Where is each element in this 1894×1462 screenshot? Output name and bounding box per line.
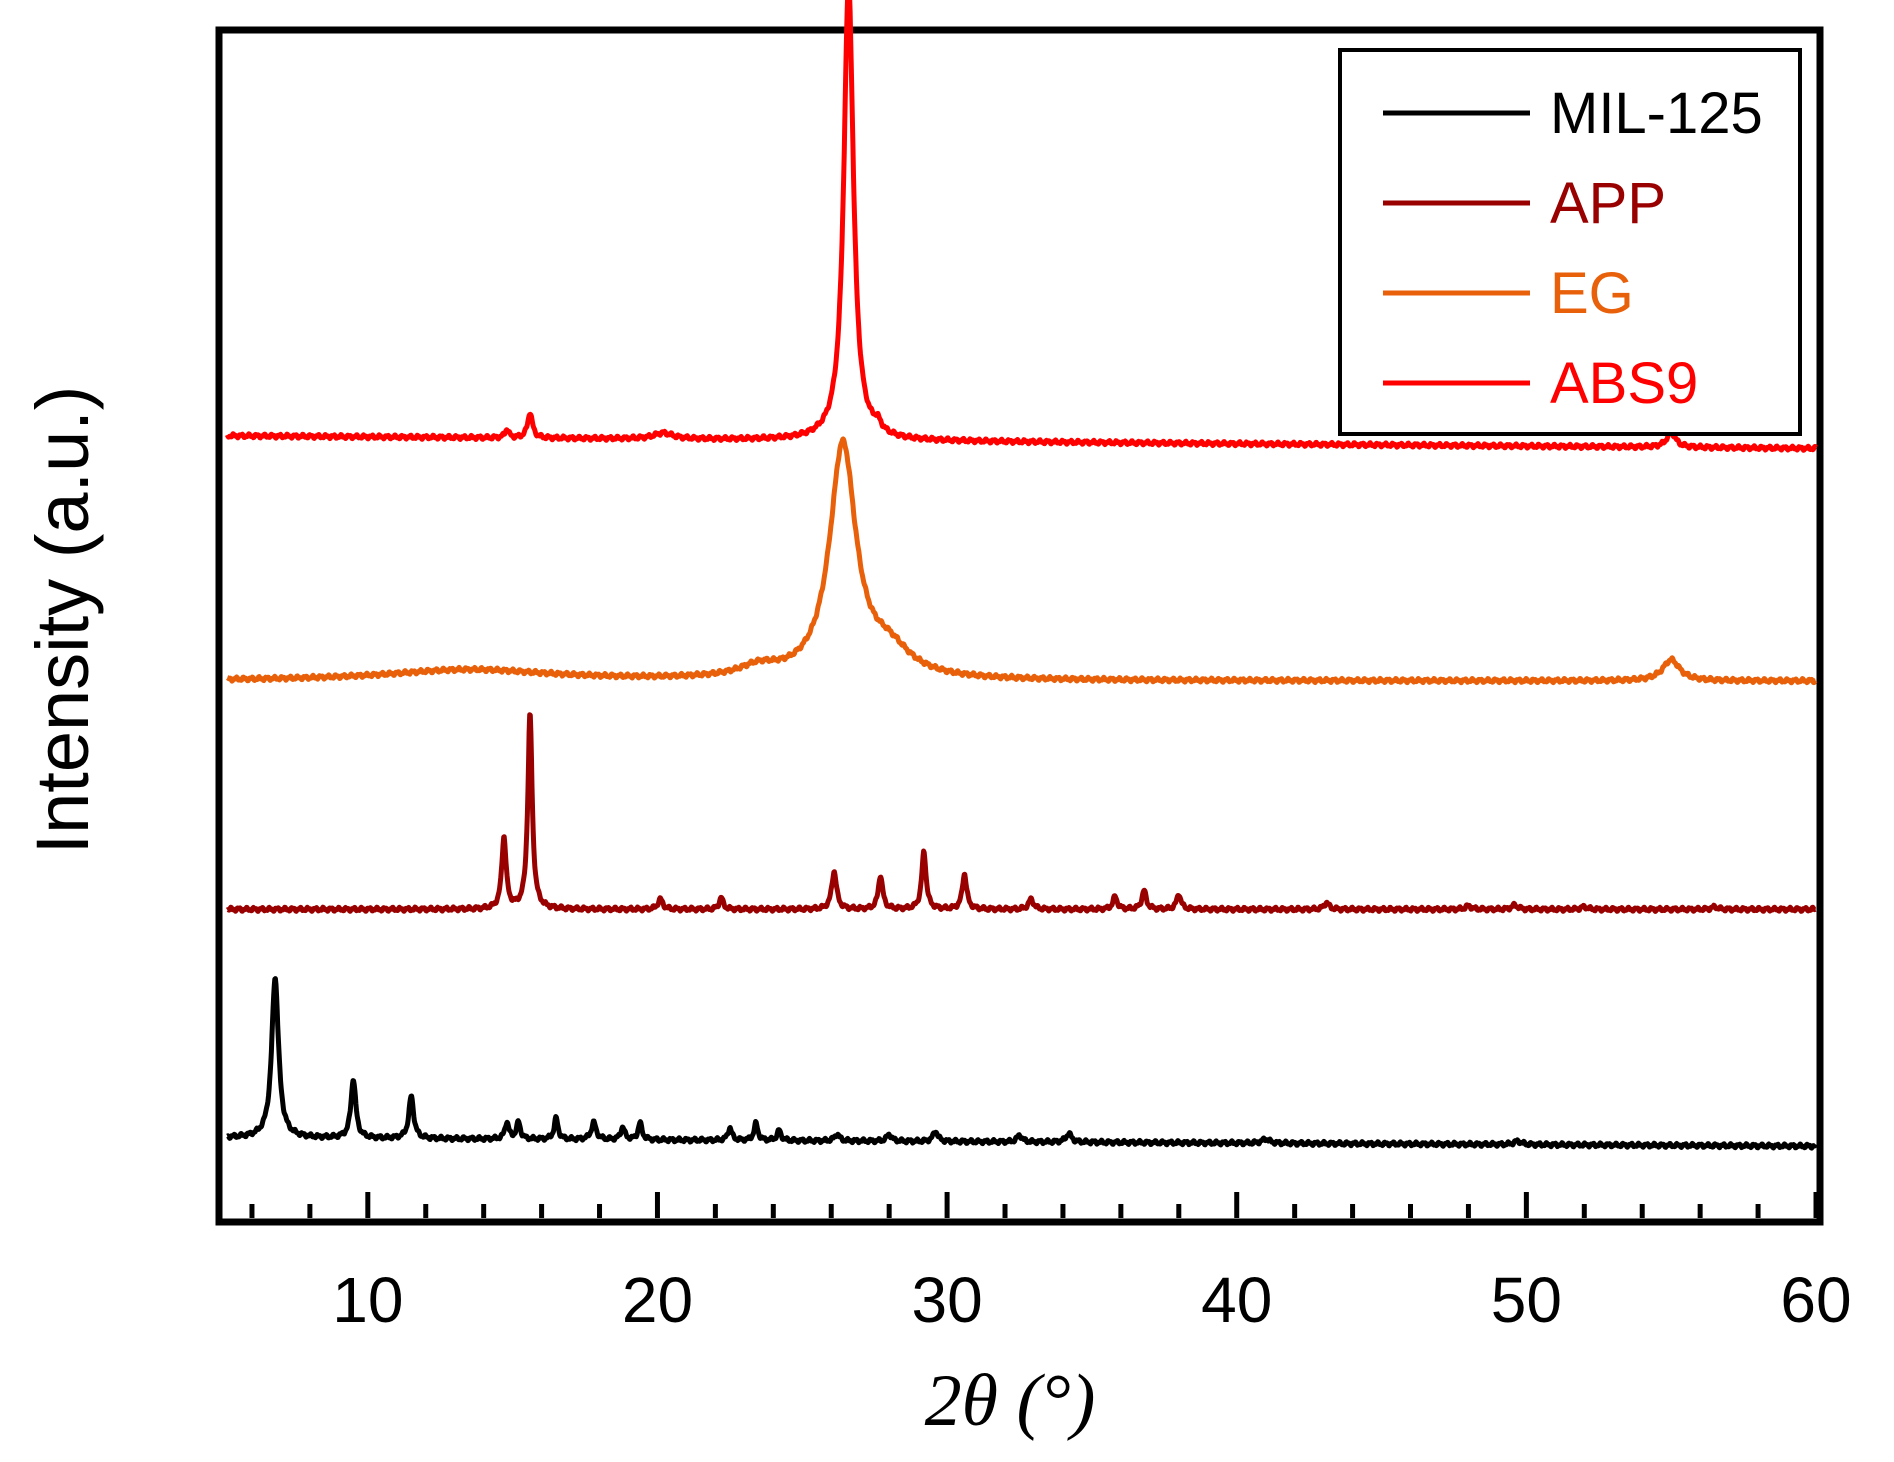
plot-frame xyxy=(215,26,1824,1226)
x-tick-label: 50 xyxy=(1491,1264,1562,1336)
series-line-app xyxy=(225,712,1818,914)
legend-label-eg: EG xyxy=(1550,261,1634,326)
x-tick-label: 10 xyxy=(332,1264,403,1336)
x-tick-label: 40 xyxy=(1201,1264,1272,1336)
x-axis-label: 2θ (°) xyxy=(925,1360,1096,1442)
series-line-abs9 xyxy=(225,0,1818,453)
legend-label-mil-125: MIL-125 xyxy=(1550,81,1763,146)
series-layer xyxy=(225,0,1818,1151)
legend-label-abs9: ABS9 xyxy=(1550,351,1698,416)
legend-label-app: APP xyxy=(1550,171,1666,236)
x-axis-ticks: 10 20 30 40 50 60 xyxy=(249,1192,1852,1336)
y-axis-label: Intensity (a.u.) xyxy=(21,386,104,855)
series-line-mil-125 xyxy=(225,976,1818,1151)
legend: MIL-125 APP EG ABS9 xyxy=(1338,48,1802,436)
x-tick-label: 60 xyxy=(1780,1264,1851,1336)
x-tick-label: 30 xyxy=(911,1264,982,1336)
x-tick-label: 20 xyxy=(622,1264,693,1336)
series-line-eg xyxy=(225,436,1818,686)
